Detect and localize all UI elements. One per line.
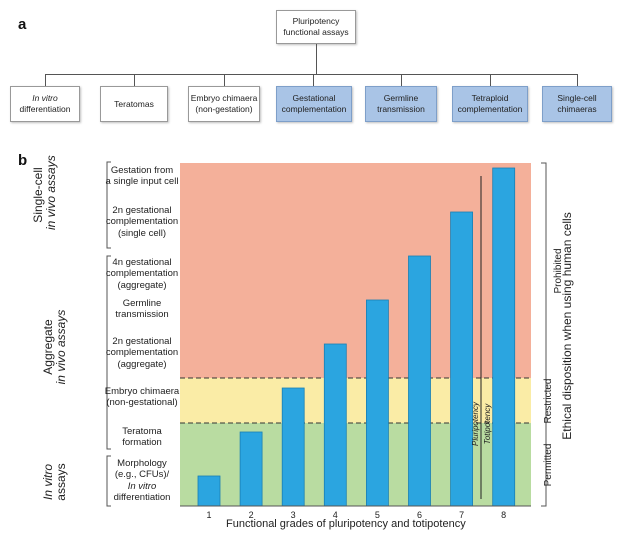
bar-grade-8 bbox=[492, 167, 516, 507]
tree-root-stem bbox=[316, 44, 317, 74]
tree-branch-2 bbox=[134, 74, 135, 86]
x-tick-label-1: 1 bbox=[206, 510, 212, 520]
assay-7-line-2: In vitro bbox=[127, 480, 157, 492]
tree-branch-4 bbox=[313, 74, 314, 86]
tree-horizontal-connector bbox=[45, 74, 577, 75]
group-label-in-vitro: In vitro assays bbox=[41, 454, 70, 510]
tree-branch-7 bbox=[577, 74, 578, 86]
bar-grade-1 bbox=[197, 475, 221, 507]
assay-5-line-1: (non-gestational) bbox=[106, 397, 178, 409]
tree-box-in-vitro: In vitro differentiation bbox=[10, 86, 80, 122]
assay-1-line-2: (single cell) bbox=[117, 227, 167, 239]
bracket-in-vitro bbox=[106, 455, 111, 507]
tree-box-single-cell-line1: Single-cell bbox=[557, 93, 597, 104]
bar-grade-3 bbox=[281, 387, 305, 507]
tree-box-single-cell-chimaeras: Single-cell chimaeras bbox=[542, 86, 612, 122]
zone-prohibited bbox=[180, 163, 531, 378]
bracket-aggregate bbox=[106, 255, 111, 450]
assay-3-line-1: transmission bbox=[115, 309, 169, 321]
tree-box-embryo-chimaera-line1: Embryo chimaera bbox=[190, 93, 258, 104]
tree-box-gestational-complementation: Gestational complementation bbox=[276, 86, 352, 122]
assay-2-line-0: 4n gestational bbox=[112, 257, 172, 268]
assay-7-line-0: Morphology bbox=[117, 458, 167, 469]
zone-label-restricted: Restricted bbox=[543, 378, 554, 424]
tree-branch-5 bbox=[401, 74, 402, 86]
x-axis-title: Functional grades of pluripotency and to… bbox=[226, 518, 466, 530]
tree-box-teratomas: Teratomas bbox=[100, 86, 168, 122]
group-label-single-cell: Single-cell in vivo assays bbox=[31, 155, 60, 230]
tree-root-line1: Pluripotency bbox=[292, 16, 340, 27]
bar-grade-5 bbox=[365, 299, 389, 507]
assay-label-teratoma: Teratoma formation bbox=[86, 426, 198, 449]
assay-7-line-3: differentiation bbox=[113, 492, 171, 504]
tree-box-gestational-line1: Gestational bbox=[292, 93, 336, 104]
tree-box-tetraploid-line1: Tetraploid bbox=[471, 93, 509, 104]
group-label-aggregate: Aggregate in vivo assays bbox=[41, 292, 70, 402]
tree-box-in-vitro-line2: differentiation bbox=[19, 104, 71, 114]
bracket-ethics bbox=[541, 162, 547, 507]
x-tick-label-6: 6 bbox=[416, 510, 422, 520]
bar-grade-2 bbox=[239, 431, 263, 507]
assay-0-line-1: a single input cell bbox=[105, 176, 179, 188]
x-tick-label-7: 7 bbox=[459, 510, 465, 520]
assay-label-2n-single-cell: 2n gestational complementation (single c… bbox=[86, 205, 198, 239]
tree-box-tetraploid-complementation: Tetraploid complementation bbox=[452, 86, 528, 122]
tree-box-in-vitro-line1: In vitro bbox=[32, 93, 58, 104]
tree-branch-3 bbox=[224, 74, 225, 86]
tree-box-teratomas-line1: Teratomas bbox=[114, 98, 154, 109]
assay-2-line-2: (aggregate) bbox=[117, 279, 167, 291]
assay-label-embryo-chimaera: Embryo chimaera (non-gestational) bbox=[86, 386, 198, 409]
x-tick-label-3: 3 bbox=[290, 510, 296, 520]
tree-box-germline-transmission: Germline transmission bbox=[365, 86, 437, 122]
tree-box-tetraploid-line2: complementation bbox=[457, 104, 523, 114]
assay-6-line-0: Teratoma bbox=[122, 426, 162, 437]
ethics-label: Ethical disposition when using human cel… bbox=[560, 212, 574, 440]
x-tick-label-5: 5 bbox=[374, 510, 380, 520]
assay-label-4n-aggregate: 4n gestational complementation (aggregat… bbox=[86, 257, 198, 291]
pluripotency-label: Pluripotency bbox=[471, 401, 480, 447]
bracket-single-cell bbox=[106, 161, 111, 249]
tree-branch-1 bbox=[45, 74, 46, 86]
assay-6-line-1: formation bbox=[122, 437, 162, 449]
tree-box-gestational-line2: complementation bbox=[281, 104, 347, 114]
x-tick-label-2: 2 bbox=[248, 510, 254, 520]
assay-2-line-1: complementation bbox=[105, 268, 179, 280]
group-label-single-cell-line2: in vivo assays bbox=[44, 155, 58, 230]
panel-a-letter: a bbox=[18, 16, 27, 33]
zone-label-permitted: Permitted bbox=[543, 443, 554, 487]
assay-label-single-cell-gestation: Gestation from a single input cell bbox=[86, 165, 198, 188]
assay-1-line-0: 2n gestational bbox=[112, 205, 172, 216]
tree-box-embryo-chimaera-line2: (non-gestation) bbox=[195, 104, 253, 114]
bar-grade-4 bbox=[323, 343, 347, 507]
assay-1-line-1: complementation bbox=[105, 216, 179, 228]
assay-label-2n-aggregate: 2n gestational complementation (aggregat… bbox=[86, 336, 198, 370]
tree-box-embryo-chimaera: Embryo chimaera (non-gestation) bbox=[188, 86, 260, 122]
assay-label-germline: Germline transmission bbox=[86, 298, 198, 321]
group-label-aggregate-line2: in vivo assays bbox=[54, 309, 68, 385]
totipotency-label: Totipotency bbox=[483, 403, 492, 445]
assay-label-in-vitro: Morphology (e.g., CFUs)/ In vitro differ… bbox=[86, 458, 198, 504]
panel-b-letter: b bbox=[18, 152, 28, 169]
assay-0-line-0: Gestation from bbox=[110, 165, 174, 176]
tree-box-single-cell-line2: chimaeras bbox=[557, 104, 597, 114]
assay-4-line-0: 2n gestational bbox=[112, 336, 172, 347]
tree-branch-6 bbox=[490, 74, 491, 86]
assay-3-line-0: Germline bbox=[122, 298, 162, 309]
assay-4-line-1: complementation bbox=[105, 347, 179, 359]
tree-box-germline-line1: Germline bbox=[383, 93, 419, 104]
x-tick-label-4: 4 bbox=[332, 510, 338, 520]
tree-root-box: Pluripotency functional assays bbox=[276, 10, 356, 44]
tree-box-germline-line2: transmission bbox=[377, 104, 425, 114]
x-tick-label-8: 8 bbox=[501, 510, 507, 520]
assay-5-line-0: Embryo chimaera bbox=[104, 386, 180, 397]
bar-grade-6 bbox=[408, 255, 431, 507]
assay-4-line-2: (aggregate) bbox=[117, 358, 167, 370]
assay-7-line-1: (e.g., CFUs)/ bbox=[114, 469, 170, 481]
group-label-in-vitro-line2: assays bbox=[54, 463, 68, 501]
tree-root-line2: functional assays bbox=[283, 27, 349, 37]
